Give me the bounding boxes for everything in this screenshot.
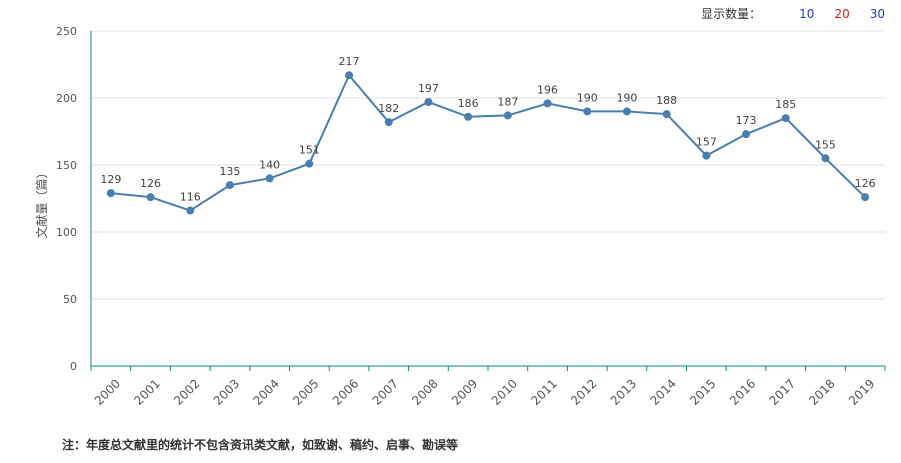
x-tick-label: 2000: [92, 376, 123, 407]
x-tick-label: 2011: [528, 376, 559, 407]
data-label: 155: [815, 138, 836, 151]
line-chart: 0 50 100 150 200 250 2000 2001 2002 2003 2004 2005 2…: [34, 25, 886, 408]
data-label: 185: [775, 98, 796, 111]
x-tick-label: 2001: [131, 376, 162, 407]
x-tick-label: 2009: [449, 376, 480, 407]
data-label: 173: [736, 114, 757, 127]
data-point: [702, 151, 711, 160]
data-point: [146, 193, 155, 202]
x-tick-label: 2018: [806, 376, 837, 407]
data-point: [781, 114, 790, 123]
x-tick-label: 2013: [608, 376, 639, 407]
data-label: 126: [855, 177, 876, 190]
data-point: [464, 112, 473, 121]
data-point: [106, 189, 115, 198]
x-tick-label: 2007: [370, 376, 401, 407]
x-tick-label: 2002: [171, 376, 202, 407]
data-label: 186: [458, 97, 479, 110]
y-tick-label: 150: [56, 159, 77, 172]
data-label: 182: [378, 102, 399, 115]
series-line: [110, 73, 866, 212]
display-count-option-10[interactable]: 10: [799, 6, 815, 21]
data-point: [742, 130, 751, 139]
x-tick-label: 2016: [727, 376, 758, 407]
data-point: [821, 154, 830, 163]
y-tick-label: 100: [56, 226, 77, 239]
display-count-label: 显示数量：: [701, 7, 762, 21]
data-label: 151: [299, 144, 320, 157]
data-label: 190: [616, 91, 637, 104]
data-point: [861, 193, 870, 202]
x-tick-label: 2010: [489, 376, 520, 407]
data-point: [225, 181, 234, 190]
data-point: [503, 111, 512, 120]
data-label: 140: [259, 158, 280, 171]
x-tick-label: 2005: [290, 376, 321, 407]
x-tick-label: 2012: [568, 376, 599, 407]
display-count-selector: 显示数量： 10 20 30: [701, 5, 885, 22]
y-tick-label: 0: [70, 360, 77, 373]
data-point: [622, 107, 631, 116]
data-label: 190: [577, 91, 598, 104]
x-tick-label: 2003: [211, 376, 242, 407]
data-label: 126: [140, 177, 161, 190]
data-label: 187: [497, 95, 518, 108]
data-label: 217: [339, 55, 360, 68]
data-point: [345, 71, 354, 80]
data-point: [543, 99, 552, 108]
data-point: [662, 110, 671, 119]
x-tick-label: 2006: [330, 376, 361, 407]
x-tick-label: 2019: [846, 376, 877, 407]
y-axis-title: 文献量（篇）: [34, 166, 49, 238]
x-tick-label: 2017: [767, 376, 798, 407]
data-point: [265, 174, 274, 183]
data-label: 197: [418, 82, 439, 95]
display-count-option-30[interactable]: 30: [869, 6, 885, 21]
x-tick-label: 2004: [250, 376, 281, 407]
y-tick-label: 250: [56, 25, 77, 38]
data-point: [583, 107, 592, 116]
data-label: 135: [219, 165, 240, 178]
x-tick-label: 2008: [409, 376, 440, 407]
y-tick-label: 50: [63, 293, 77, 306]
x-tick-label: 2015: [687, 376, 718, 407]
display-count-option-20[interactable]: 20: [834, 6, 850, 21]
data-point: [384, 118, 393, 127]
data-label: 116: [180, 191, 201, 204]
data-label: 129: [100, 173, 121, 186]
y-tick-label: 200: [56, 92, 77, 105]
data-point: [424, 98, 433, 107]
data-label: 196: [537, 83, 558, 96]
x-tick-label: 2014: [647, 376, 678, 407]
footnote: 注：年度总文献里的统计不包含资讯类文献，如致谢、稿约、启事、勘误等: [62, 438, 459, 452]
data-label: 188: [656, 94, 677, 107]
data-label: 157: [696, 136, 717, 149]
data-point: [305, 159, 314, 168]
data-point: [186, 206, 195, 215]
